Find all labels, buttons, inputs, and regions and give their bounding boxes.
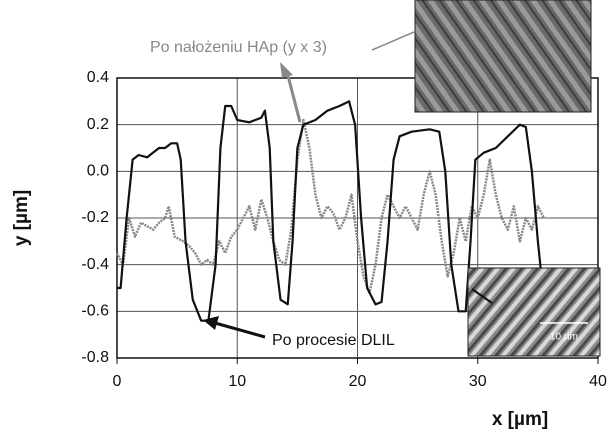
arrow-hap	[285, 71, 302, 123]
series-line	[117, 100, 543, 322]
sem-inset-bottom	[467, 267, 601, 357]
axes-frame	[116, 77, 599, 359]
y-tick-label: -0.4	[81, 256, 109, 273]
y-tick-label: 0.2	[87, 116, 109, 133]
x-tick-label: 0	[113, 373, 122, 390]
arrowhead-hap	[280, 62, 293, 78]
y-tick-label: 0.4	[87, 69, 109, 86]
x-axis-label: x [µm]	[492, 409, 548, 430]
arrow-hap-inset	[371, 31, 415, 51]
arrow-dlil-inset	[471, 288, 493, 304]
scale-label: 10 µm	[550, 332, 578, 343]
y-tick-label: -0.6	[81, 303, 109, 320]
y-axis-label: y [µm]	[11, 190, 32, 246]
series-line	[115, 118, 545, 294]
x-tick-label: 40	[589, 373, 607, 390]
annotation-hap: Po nałożeniu HAp (y x 3)	[150, 39, 327, 56]
x-tick-label: 20	[349, 373, 367, 390]
arrow-dlil	[214, 321, 266, 339]
y-tick-label: -0.2	[81, 209, 109, 226]
sem-inset-top	[414, 0, 592, 113]
x-tick-label: 10	[228, 373, 246, 390]
arrowhead-dlil	[203, 316, 219, 330]
y-tick-label: 0.0	[87, 163, 109, 180]
annotation-dlil: Po procesie DLIL	[272, 332, 395, 349]
x-tick-label: 30	[469, 373, 487, 390]
y-tick-label: -0.8	[81, 349, 109, 366]
